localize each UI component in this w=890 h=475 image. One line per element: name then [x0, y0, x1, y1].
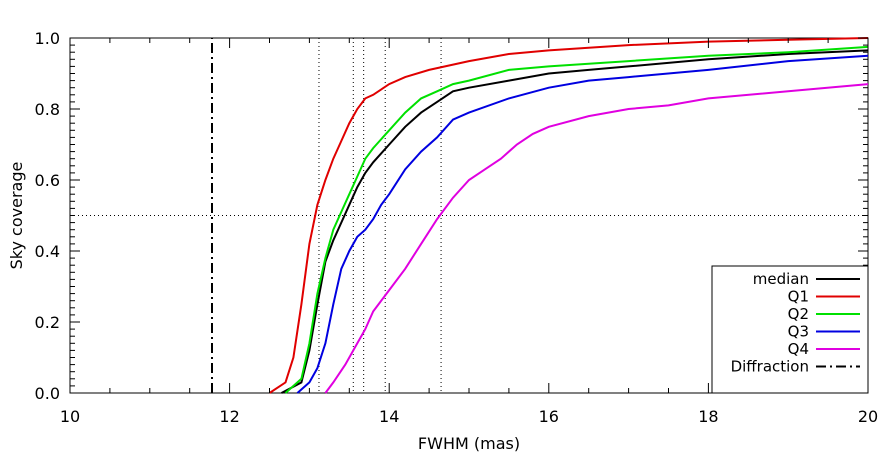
legend-box — [711, 265, 869, 394]
y-tick-label: 0.4 — [35, 242, 60, 261]
series-line-q1 — [268, 37, 869, 394]
x-tick-label: 16 — [539, 407, 559, 426]
x-tick-label: 14 — [379, 407, 399, 426]
x-tick-label: 10 — [60, 407, 80, 426]
y-tick-label: 0.0 — [35, 384, 60, 403]
y-tick-label: 0.2 — [35, 313, 60, 332]
legend-label-q2: Q2 — [788, 305, 809, 323]
y-tick-label: 0.8 — [35, 100, 60, 119]
y-axis: 0.0 0.2 0.4 0.6 0.8 1.0 — [35, 29, 868, 403]
series-line-q4 — [324, 83, 869, 394]
x-axis-title: FWHM (mas) — [418, 434, 520, 453]
legend-label-q3: Q3 — [788, 323, 809, 341]
x-tick-label: 20 — [858, 407, 878, 426]
x-tick-label: 18 — [698, 407, 718, 426]
reference-lines — [70, 38, 868, 393]
legend-label-diffraction: Diffraction — [731, 358, 809, 376]
legend-label-q4: Q4 — [788, 340, 809, 358]
x-axis: 10 12 14 16 18 20 — [60, 38, 878, 426]
series-line-q2 — [284, 45, 869, 394]
series-lines — [211, 37, 869, 394]
x-tick-label: 12 — [219, 407, 239, 426]
legend-label-median: median — [753, 270, 809, 288]
y-tick-label: 1.0 — [35, 29, 60, 48]
series-line-median — [281, 49, 869, 394]
y-tick-label: 0.6 — [35, 171, 60, 190]
y-axis-title: Sky coverage — [7, 162, 26, 270]
legend-label-q1: Q1 — [788, 288, 809, 306]
series-line-q3 — [296, 54, 869, 394]
